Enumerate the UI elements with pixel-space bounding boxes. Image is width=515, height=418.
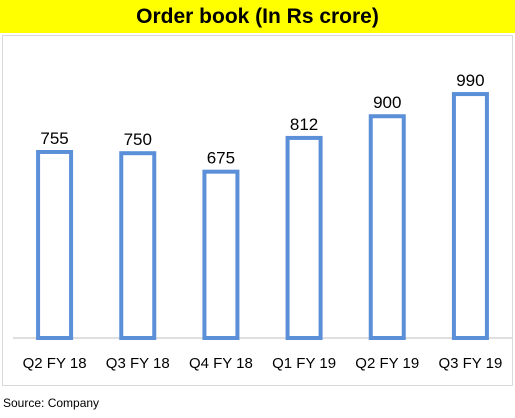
- data-label: 750: [124, 130, 152, 149]
- data-label: 900: [373, 93, 401, 112]
- bar-q3-fy-18: [119, 151, 157, 340]
- chart-title-bar: Order book (In Rs crore): [0, 0, 515, 33]
- chart-title: Order book (In Rs crore): [136, 4, 379, 28]
- data-label: 990: [456, 71, 484, 90]
- x-tick-label: Q3 FY 19: [438, 355, 502, 372]
- data-label: 675: [207, 149, 235, 168]
- source-note: Source: Company: [3, 396, 100, 410]
- x-tick-label: Q2 FY 18: [23, 355, 87, 372]
- plot-area-frame: [2, 35, 513, 386]
- order-book-bar-chart: 755 750 675 812 900 990 Q2 FY 18 Q3 FY 18 Q4 FY…: [13, 71, 512, 372]
- bar-q2-fy-19: [368, 114, 406, 340]
- bar-q4-fy-18: [202, 169, 240, 340]
- bar-q2-fy-18: [36, 149, 74, 340]
- bar-q3-fy-19: [451, 92, 489, 341]
- data-label: 755: [40, 129, 68, 148]
- bar-q1-fy-19: [285, 135, 323, 340]
- x-tick-label: Q1 FY 19: [272, 355, 336, 372]
- data-label: 812: [290, 115, 318, 134]
- x-tick-label: Q3 FY 18: [106, 355, 170, 372]
- x-tick-label: Q2 FY 19: [355, 355, 419, 372]
- x-tick-label: Q4 FY 18: [189, 355, 253, 372]
